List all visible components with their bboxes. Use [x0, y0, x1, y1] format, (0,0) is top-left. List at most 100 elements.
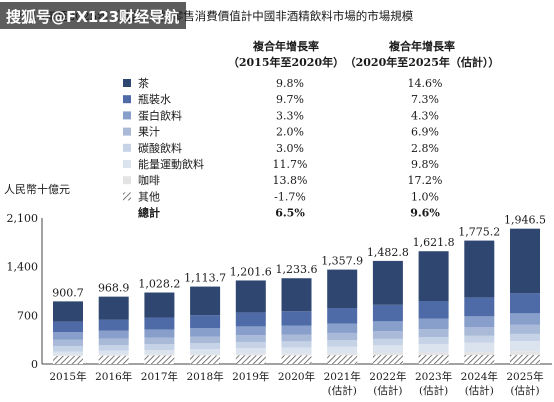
bar-segment [98, 355, 129, 364]
legend-cagr-2015-2020: -1.7% [274, 190, 306, 203]
total-value-label: 968.9 [98, 282, 130, 295]
x-tick-label: (估計) [328, 384, 357, 397]
watermark-background [0, 2, 186, 29]
legend-swatch [123, 143, 131, 152]
bar-segment [98, 345, 129, 351]
bar-segment [98, 296, 129, 320]
bar-segment [464, 327, 495, 336]
bar-segment [53, 321, 83, 333]
bar-segment [235, 348, 266, 354]
bar-segment [464, 316, 495, 328]
legend-swatch [123, 192, 131, 201]
bar-segment [144, 317, 175, 330]
total-value-label: 1,621.8 [413, 236, 455, 249]
bar-segment [510, 333, 540, 342]
bar-segment [281, 353, 312, 356]
bar-segment [327, 353, 358, 356]
bar-segment [372, 331, 403, 339]
bar-segment [144, 350, 175, 355]
bar-segment [281, 278, 312, 312]
bar-segment [281, 355, 312, 364]
legend-label: 蛋白飲料 [138, 108, 182, 122]
bar-segment [418, 337, 449, 345]
legend-label: 總計 [138, 206, 160, 220]
bar-segment [372, 353, 403, 356]
legend-col1-header-line1: 複合年增長率 [252, 39, 319, 53]
x-tick-label: 2017年 [141, 370, 178, 383]
bars [53, 228, 540, 364]
bar-segment [372, 355, 403, 364]
x-tick-label: (估計) [465, 384, 494, 397]
x-tick-label: 2020年 [278, 370, 315, 383]
legend-label: 其他 [138, 190, 160, 203]
legend-cagr-2020-2025: 9.8% [411, 158, 439, 171]
total-value-label: 1,233.6 [276, 263, 318, 276]
total-value-label: 1,482.8 [367, 246, 409, 259]
bar-segment [53, 301, 83, 322]
bar-segment [510, 293, 540, 314]
y-axis-label: 人民幣十億元 [4, 182, 70, 196]
x-tick-label: 2025年 [506, 370, 543, 383]
bar-segment [464, 297, 495, 317]
bar-segment [372, 338, 403, 346]
bar-segment [190, 328, 221, 337]
bar-segment [98, 350, 129, 355]
bar-segment [510, 324, 540, 334]
total-value-label: 1,775.2 [458, 226, 500, 239]
total-value-label: 1,113.7 [184, 272, 226, 285]
bar-segment [418, 355, 449, 364]
legend-swatch [123, 160, 131, 168]
bar-segment [418, 318, 449, 330]
bar-segment [190, 336, 221, 344]
legend-col2-header-line1: 複合年增長率 [388, 39, 455, 53]
y-tick-label: 0 [31, 358, 38, 371]
legend-swatch [123, 176, 131, 185]
x-tick-label: 2023年 [415, 370, 452, 383]
bar-segment [235, 341, 266, 349]
legend-label: 茶 [138, 77, 149, 90]
legend-cagr-2015-2020: 2.0% [276, 126, 304, 139]
bar-segment [98, 319, 129, 331]
bar-segment [281, 347, 312, 354]
x-tick-label: 2022年 [369, 370, 406, 383]
legend-label: 果汁 [138, 126, 160, 139]
bar-segment [418, 352, 449, 356]
legend-swatch [123, 79, 131, 87]
bar-segment [464, 342, 495, 353]
bar-segment [53, 346, 83, 352]
bar-segment [144, 337, 175, 345]
bar-segment [53, 332, 83, 340]
bar-segment [510, 313, 540, 325]
y-tick-label: 700 [17, 309, 38, 322]
bar-segment [281, 334, 312, 342]
bar-segment [372, 345, 403, 354]
bar-segment [144, 354, 175, 356]
bar-segment [327, 308, 358, 324]
total-value-label: 1,357.9 [321, 255, 363, 268]
bar-segment [464, 240, 495, 298]
bar-segment [190, 355, 221, 364]
legend-swatch [123, 127, 131, 136]
bar-segment [418, 344, 449, 353]
legend-cagr-2015-2020: 13.8% [273, 174, 308, 187]
legend-cagr-2015-2020: 3.3% [276, 109, 304, 122]
bar-segment [53, 339, 83, 347]
x-tick-label: 2024年 [461, 370, 498, 383]
bar-segment [235, 353, 266, 356]
x-tick-label: 2021年 [324, 370, 361, 383]
legend-cagr-2015-2020: 3.0% [276, 142, 304, 155]
legend: 複合年增長率 （2015年至2020年） 複合年增長率 （2020年至2025年… [123, 39, 499, 220]
bar-segment [98, 330, 129, 339]
bar-segment [281, 311, 312, 326]
legend-label: 瓶裝水 [138, 92, 171, 106]
bar-segment [190, 286, 221, 316]
bar-segment [281, 341, 312, 348]
legend-swatch [123, 95, 131, 104]
total-labels: 900.7 968.9 1,028.2 1,113.7 1,201.6 1,233.61,… [52, 214, 546, 300]
legend-cagr-2020-2025: 14.6% [408, 77, 443, 90]
bar-segment [190, 354, 221, 356]
bar-segment [327, 346, 358, 354]
bar-segment [235, 280, 266, 313]
legend-cagr-2020-2025: 6.9% [411, 126, 439, 139]
